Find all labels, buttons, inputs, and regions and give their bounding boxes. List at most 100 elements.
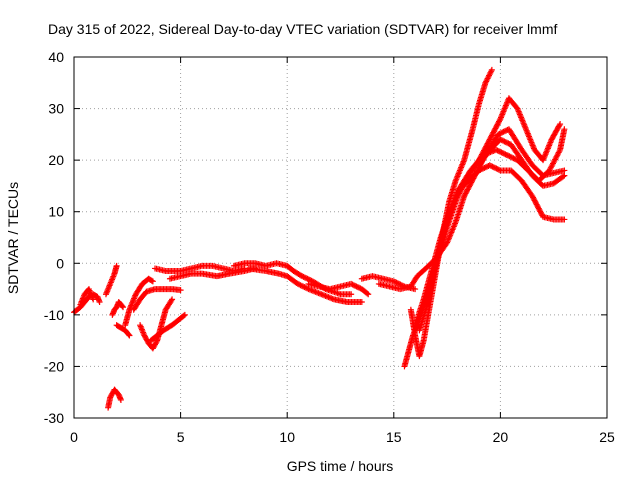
data-point-marker bbox=[561, 172, 568, 179]
data-point-marker bbox=[484, 163, 491, 170]
data-point-marker bbox=[486, 162, 493, 169]
x-tick-label: 20 bbox=[493, 429, 509, 445]
data-point-marker bbox=[125, 331, 132, 338]
data-point-marker bbox=[119, 303, 126, 310]
series-track-19 bbox=[407, 66, 495, 360]
data-point-marker bbox=[348, 280, 355, 287]
series-track-4 bbox=[102, 262, 120, 298]
data-point-marker bbox=[390, 278, 397, 285]
x-axis-label: GPS time / hours bbox=[287, 458, 394, 474]
y-axis-label: SDTVAR / TECUs bbox=[5, 182, 21, 294]
data-point-marker bbox=[302, 284, 309, 291]
data-point-marker bbox=[304, 275, 311, 282]
data-point-marker bbox=[348, 291, 355, 298]
data-point-marker bbox=[113, 262, 120, 269]
y-tick-label: 30 bbox=[48, 101, 64, 117]
series-track-16 bbox=[305, 280, 372, 298]
data-point-marker bbox=[488, 162, 495, 169]
y-tick-label: 0 bbox=[56, 255, 64, 271]
data-point-marker bbox=[494, 147, 501, 154]
data-point-marker bbox=[506, 153, 513, 160]
data-point-marker bbox=[499, 129, 506, 136]
data-point-marker bbox=[296, 281, 303, 288]
x-tick-label: 15 bbox=[386, 429, 402, 445]
data-point-marker bbox=[496, 166, 503, 173]
y-tick-label: -20 bbox=[44, 358, 64, 374]
series-track-3 bbox=[90, 291, 103, 305]
series-track-15 bbox=[245, 265, 365, 305]
data-point-marker bbox=[499, 150, 506, 157]
data-point-marker bbox=[169, 296, 176, 303]
data-point-marker bbox=[358, 298, 365, 305]
data-point-marker bbox=[353, 283, 360, 290]
data-point-marker bbox=[96, 298, 103, 305]
data-point-marker bbox=[304, 285, 311, 292]
series-track-10 bbox=[137, 296, 176, 352]
data-point-marker bbox=[126, 332, 133, 339]
data-point-marker bbox=[294, 280, 301, 287]
data-point-marker bbox=[477, 166, 484, 173]
data-point-marker bbox=[394, 280, 401, 287]
data-point-marker bbox=[478, 166, 485, 173]
data-points bbox=[71, 66, 568, 411]
data-point-marker bbox=[298, 282, 305, 289]
data-point-marker bbox=[501, 150, 508, 157]
y-tick-label: -10 bbox=[44, 307, 64, 323]
data-point-marker bbox=[177, 287, 184, 294]
series-track-22 bbox=[412, 162, 568, 329]
data-point-marker bbox=[557, 121, 564, 128]
chart-title: Day 315 of 2022, Sidereal Day-to-day VTE… bbox=[48, 21, 557, 37]
data-point-marker bbox=[507, 153, 514, 160]
data-point-marker bbox=[482, 164, 489, 171]
data-point-marker bbox=[120, 304, 127, 311]
data-point-marker bbox=[356, 284, 363, 291]
series-track-13 bbox=[166, 265, 259, 282]
data-point-marker bbox=[489, 163, 496, 170]
data-point-marker bbox=[498, 137, 505, 144]
data-point-marker bbox=[503, 151, 510, 158]
data-point-marker bbox=[299, 273, 306, 280]
x-tick-label: 0 bbox=[70, 429, 78, 445]
data-point-marker bbox=[488, 66, 495, 73]
data-point-marker bbox=[493, 165, 500, 172]
data-point-marker bbox=[364, 290, 371, 297]
data-point-marker bbox=[412, 286, 419, 293]
data-point-marker bbox=[350, 282, 357, 289]
data-point-marker bbox=[511, 155, 518, 162]
data-point-marker bbox=[501, 138, 508, 145]
data-point-marker bbox=[505, 152, 512, 159]
data-point-marker bbox=[501, 128, 508, 135]
data-point-marker bbox=[301, 284, 308, 291]
data-point-marker bbox=[392, 278, 399, 285]
y-tick-label: 20 bbox=[48, 152, 64, 168]
data-point-marker bbox=[301, 274, 308, 281]
data-point-marker bbox=[493, 146, 500, 153]
data-point-marker bbox=[509, 154, 516, 161]
data-point-marker bbox=[510, 155, 517, 162]
series-track-11 bbox=[147, 311, 188, 344]
data-point-marker bbox=[502, 151, 509, 158]
data-point-marker bbox=[498, 149, 505, 156]
data-point-marker bbox=[354, 284, 361, 291]
x-tick-label: 5 bbox=[177, 429, 185, 445]
x-tick-label: 10 bbox=[279, 429, 295, 445]
series-track-7 bbox=[113, 322, 133, 339]
data-point-marker bbox=[497, 148, 504, 155]
data-point-marker bbox=[560, 173, 567, 180]
data-point-marker bbox=[481, 164, 488, 171]
data-point-marker bbox=[303, 275, 310, 282]
data-point-marker bbox=[505, 140, 512, 147]
data-point-marker bbox=[300, 273, 307, 280]
data-point-marker bbox=[500, 137, 507, 144]
data-point-marker bbox=[476, 167, 483, 174]
data-point-marker bbox=[180, 312, 187, 319]
plot-frame bbox=[73, 56, 608, 419]
data-point-marker bbox=[352, 282, 359, 289]
data-point-marker bbox=[500, 128, 507, 135]
data-point-marker bbox=[494, 166, 501, 173]
data-point-marker bbox=[502, 139, 509, 146]
data-point-marker bbox=[496, 130, 503, 137]
series-track-9 bbox=[130, 286, 184, 313]
